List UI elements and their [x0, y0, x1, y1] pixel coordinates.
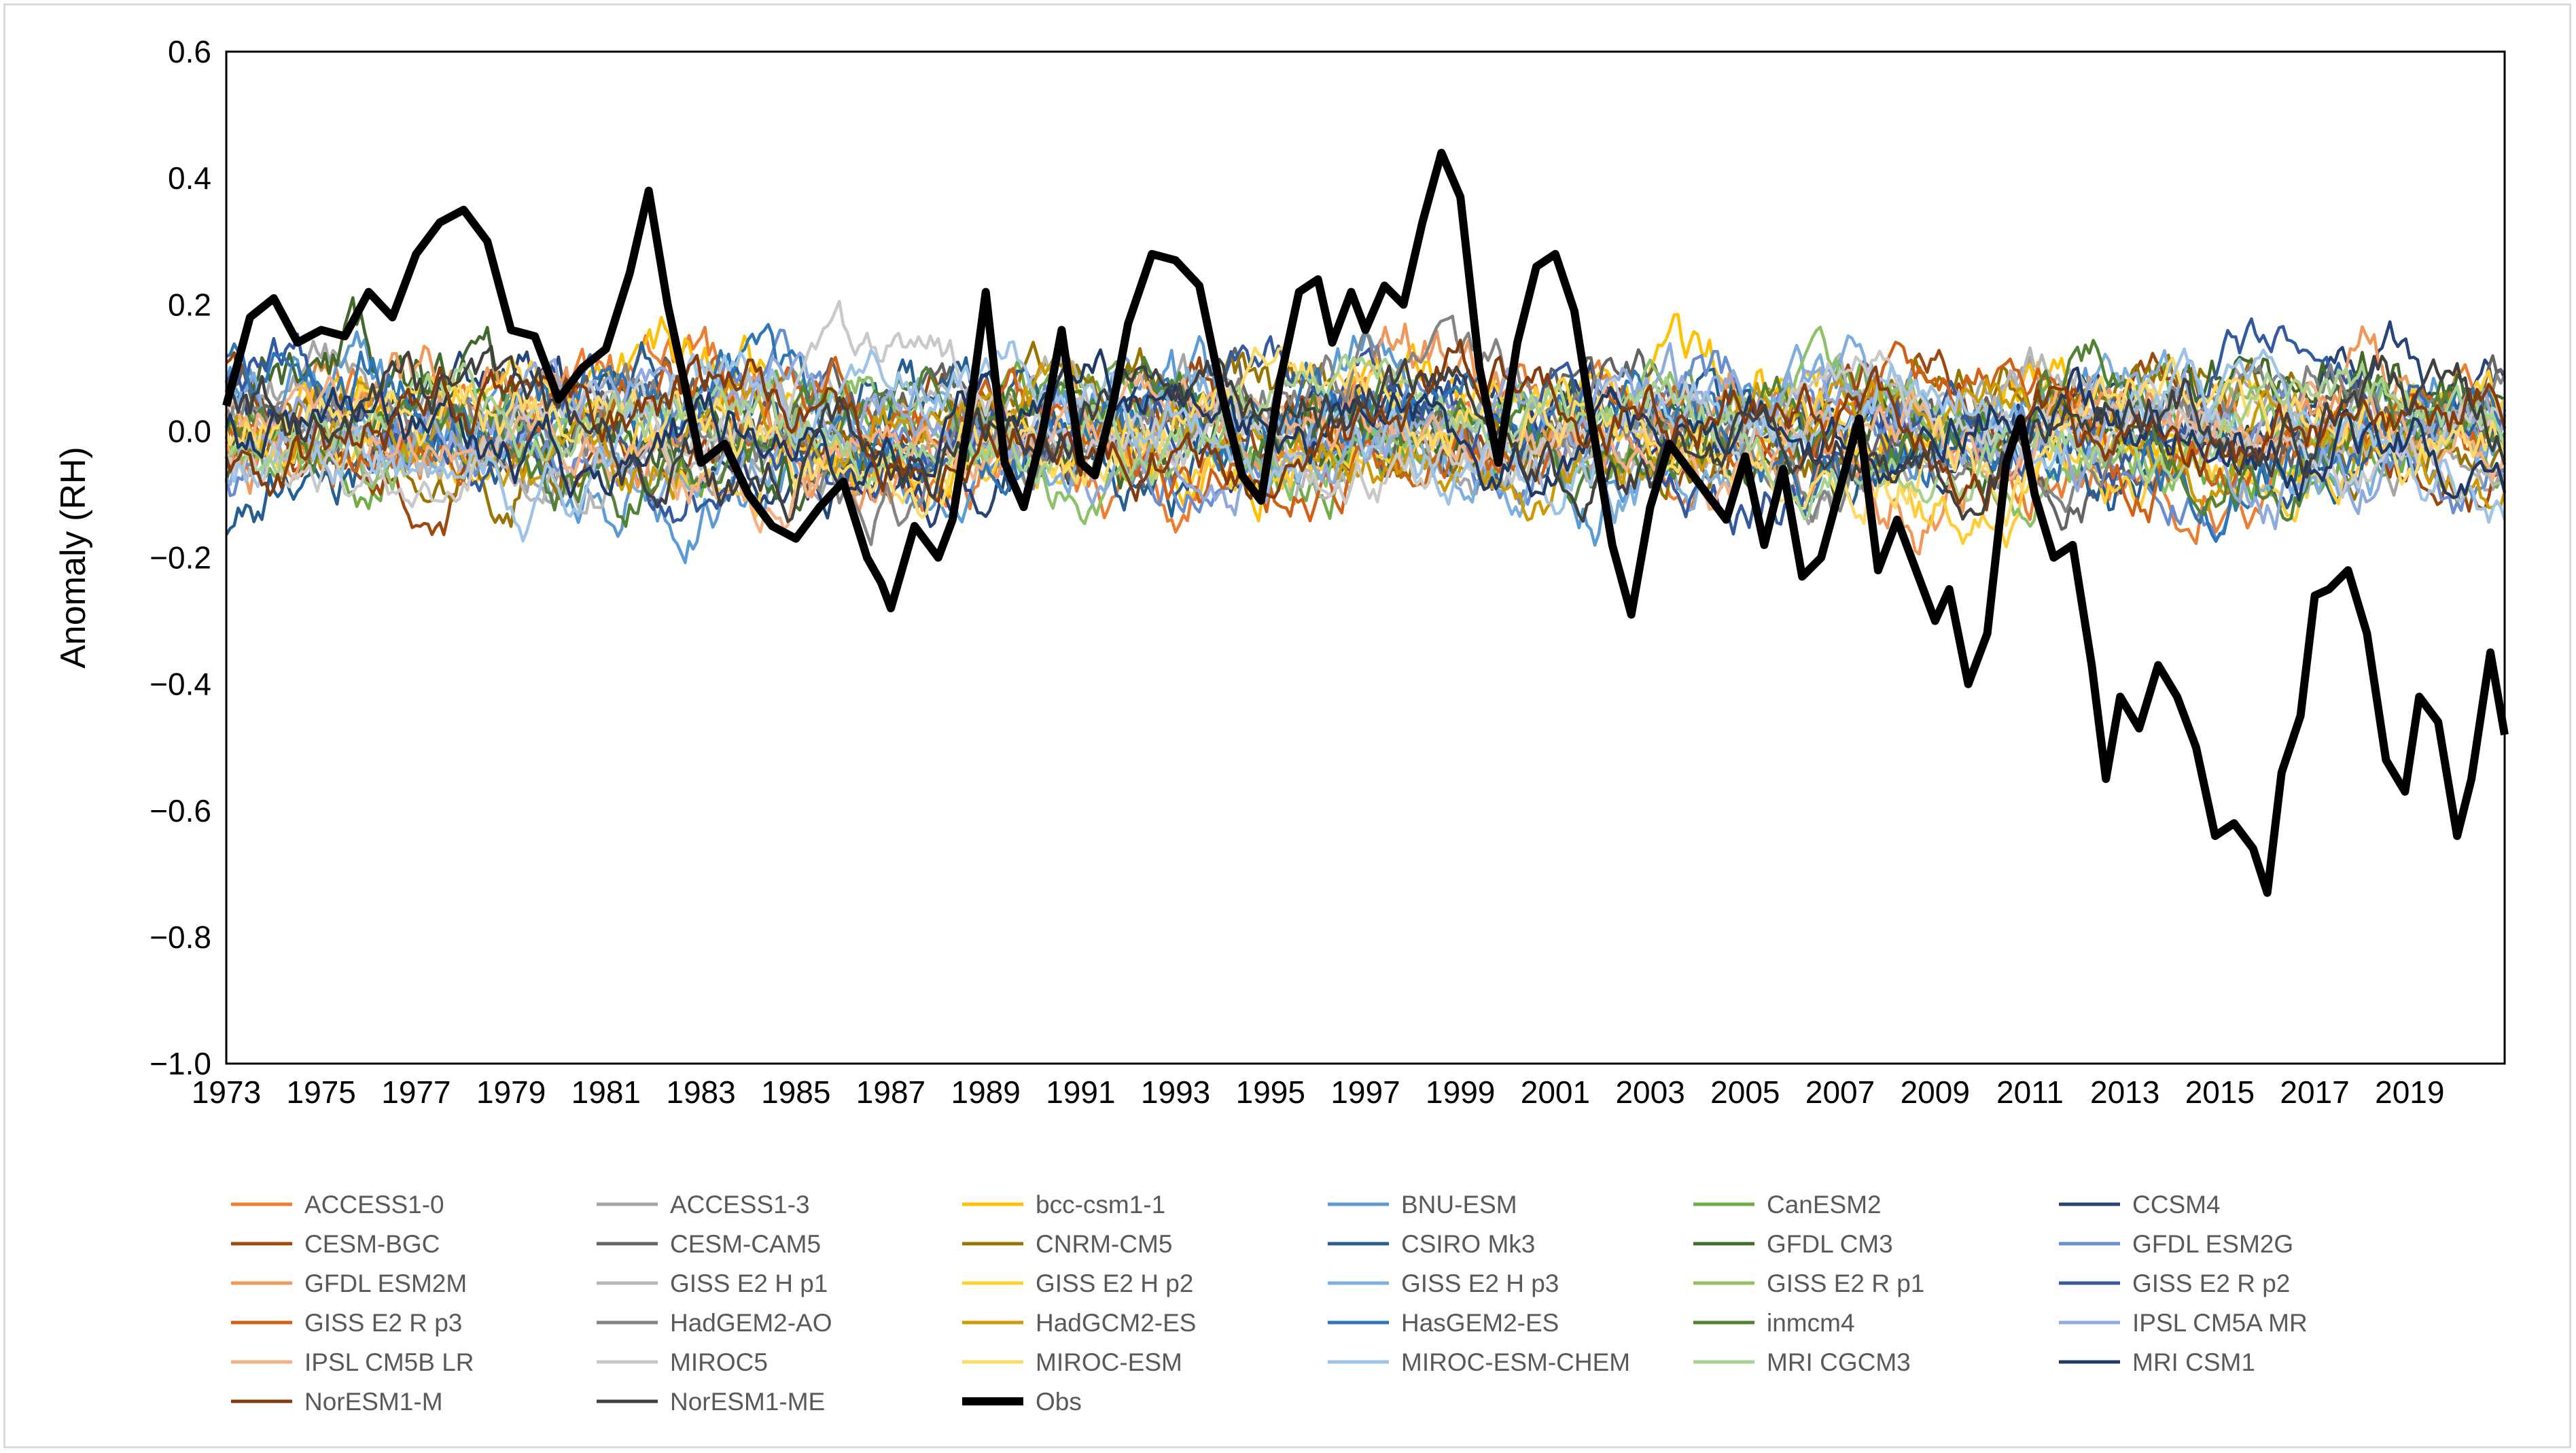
legend-label: MIROC5 [670, 1348, 768, 1376]
chart-frame [3, 3, 2571, 1448]
legend-label: NorESM1-M [304, 1388, 443, 1416]
x-tick-label: 2011 [1996, 1074, 2064, 1110]
y-tick-label: −1.0 [149, 1046, 211, 1081]
x-tick-label: 1985 [761, 1074, 830, 1110]
legend-label: IPSL CM5B LR [304, 1348, 474, 1376]
legend-label: GFDL ESM2G [2132, 1230, 2293, 1258]
x-tick-label: 2013 [2090, 1074, 2159, 1110]
legend-label: MRI CGCM3 [1767, 1348, 1911, 1376]
x-tick-label: 2005 [1710, 1074, 1780, 1110]
legend-label: NorESM1-ME [670, 1388, 825, 1416]
model-series-line [224, 348, 2507, 502]
legend-label: GISS E2 H p3 [1401, 1270, 1559, 1297]
legend-label: CNRM-CM5 [1036, 1230, 1172, 1258]
legend-label: CESM-CAM5 [670, 1230, 821, 1258]
x-tick-label: 1987 [856, 1074, 925, 1110]
x-tick-label: 2009 [1901, 1074, 1970, 1110]
y-axis-label: Anomaly (RH) [54, 447, 93, 669]
legend-label: MIROC-ESM [1036, 1348, 1182, 1376]
y-tick-label: −0.4 [149, 667, 211, 702]
plot-area [225, 50, 2506, 1065]
legend-label: bcc-csm1-1 [1036, 1191, 1165, 1219]
x-tick-label: 1973 [192, 1074, 261, 1110]
y-tick-label: −0.8 [149, 920, 211, 955]
y-tick-label: 0.2 [168, 287, 211, 322]
x-tick-label: 2001 [1521, 1074, 1590, 1110]
x-tick-label: 2003 [1615, 1074, 1684, 1110]
legend-label: CSIRO Mk3 [1401, 1230, 1535, 1258]
legend-label: MRI CSM1 [2132, 1348, 2255, 1376]
x-tick-label: 2017 [2280, 1074, 2349, 1110]
y-tick-label: 0.0 [168, 413, 211, 449]
legend-label: CCSM4 [2132, 1191, 2221, 1219]
x-tick-label: 1997 [1330, 1074, 1400, 1110]
legend-label: GISS E2 R p2 [2132, 1270, 2290, 1297]
legend-label: IPSL CM5A MR [2132, 1309, 2308, 1337]
x-tick-label: 2019 [2375, 1074, 2444, 1110]
model-series-line [224, 338, 2507, 528]
y-tick-label: −0.6 [149, 793, 211, 828]
x-tick-label: 1993 [1141, 1074, 1210, 1110]
legend-label: GISS E2 R p1 [1767, 1270, 1924, 1297]
x-tick-label: 1979 [476, 1074, 546, 1110]
legend-label: inmcm4 [1767, 1309, 1855, 1337]
x-tick-label: 1991 [1046, 1074, 1115, 1110]
legend-label: ACCESS1-0 [304, 1191, 444, 1219]
y-tick-label: 0.6 [168, 34, 211, 69]
legend-label: GISS E2 R p3 [304, 1309, 462, 1337]
model-series-line [225, 340, 2507, 543]
x-tick-label: 1977 [381, 1074, 451, 1110]
x-tick-label: 1983 [666, 1074, 735, 1110]
model-series-line [225, 345, 2507, 523]
legend-label: GFDL ESM2M [304, 1270, 467, 1297]
legend-label: CanESM2 [1767, 1191, 1882, 1219]
legend-label: HadGCM2-ES [1036, 1309, 1196, 1337]
x-tick-label: 1995 [1236, 1074, 1305, 1110]
legend-label: ACCESS1-3 [670, 1191, 810, 1219]
x-tick-label: 1981 [571, 1074, 641, 1110]
x-tick-label: 2007 [1805, 1074, 1875, 1110]
legend-label: GISS E2 H p2 [1036, 1270, 1193, 1297]
legend-label: BNU-ESM [1401, 1191, 1517, 1219]
model-series-line [224, 346, 2507, 527]
y-tick-label: 0.4 [168, 160, 211, 196]
model-series-line [224, 300, 2507, 508]
x-tick-label: 2015 [2185, 1074, 2255, 1110]
x-tick-label: 1989 [951, 1074, 1020, 1110]
legend-label: GFDL CM3 [1767, 1230, 1893, 1258]
legend-label: CESM-BGC [304, 1230, 440, 1258]
legend-label: MIROC-ESM-CHEM [1401, 1348, 1630, 1376]
legend-label: Obs [1036, 1388, 1082, 1416]
y-tick-label: −0.2 [149, 540, 211, 576]
obs-series-line [222, 148, 2509, 897]
legend-label: GISS E2 H p1 [670, 1270, 828, 1297]
legend-label: HadGEM2-AO [670, 1309, 832, 1337]
x-tick-label: 1999 [1426, 1074, 1495, 1110]
x-tick-label: 1975 [287, 1074, 356, 1110]
legend-label: HasGEM2-ES [1401, 1309, 1559, 1337]
